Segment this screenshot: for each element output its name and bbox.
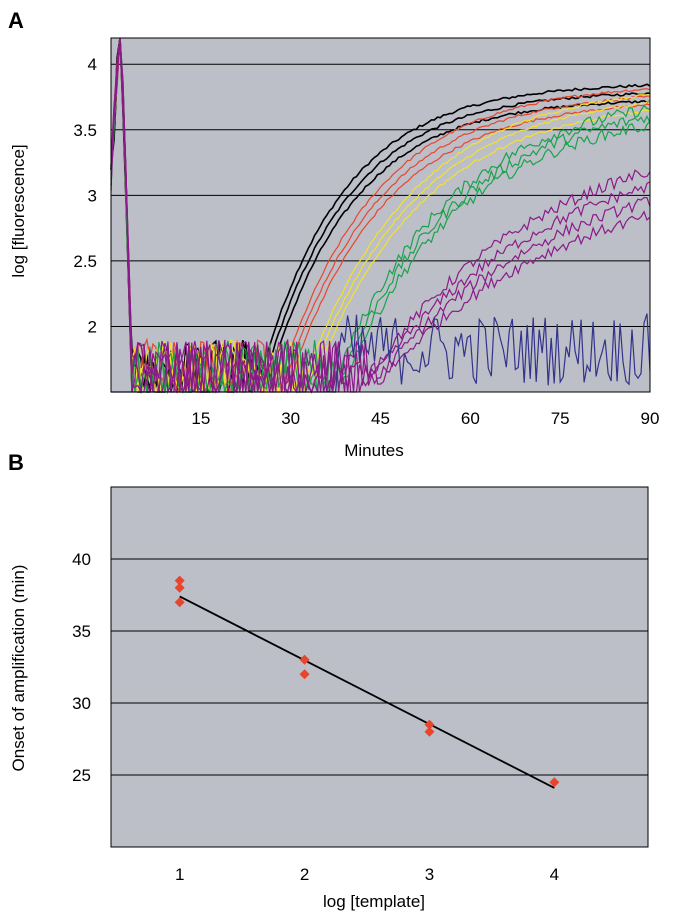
- panel-a-x-axis-title: Minutes: [344, 441, 404, 460]
- panel-b-data-point: [174, 597, 185, 608]
- panel-b-y-axis-title: Onset of amplification (min): [9, 565, 28, 772]
- panel-a-series-line: [110, 37, 651, 393]
- panel-b-data-point: [424, 726, 435, 737]
- panel-b-x-tick-label: 1: [175, 865, 184, 884]
- panel-b-y-tick-label: 40: [72, 550, 91, 569]
- panel-a-x-tick-label: 45: [371, 409, 390, 428]
- panel-a-series-line: [110, 37, 651, 395]
- panel-a-series-line: [110, 37, 651, 393]
- panel-a-letter: A: [8, 8, 24, 33]
- panel-b-y-tick-label: 30: [72, 694, 91, 713]
- panel-b-fit-line: [179, 595, 555, 789]
- panel-a-x-tick-label: 60: [461, 409, 480, 428]
- panel-a-y-tick-label: 3.5: [73, 121, 97, 140]
- panel-b-data-point: [424, 719, 435, 730]
- panel-a-y-tick-label: 3: [88, 186, 97, 205]
- panel-b-chart: B 1 2 3 4 25 30 35 40 log [template] Onset of …: [8, 450, 649, 911]
- panel-b-data-point: [174, 582, 185, 593]
- panel-a-series-line: [110, 37, 651, 394]
- panel-b-plot-border: [110, 486, 649, 848]
- panel-b-data-point: [174, 575, 185, 586]
- panel-b-x-tick-label: 2: [300, 865, 309, 884]
- panel-a-y-axis-title: log [fluorescence]: [9, 144, 28, 277]
- panel-a-plot-border: [110, 37, 651, 393]
- panel-b-data-point: [299, 669, 310, 680]
- panel-b-x-axis-title: log [template]: [323, 892, 425, 911]
- panel-a-y-tick-label: 2.5: [73, 252, 97, 271]
- panel-b-letter: B: [8, 450, 24, 475]
- panel-b-x-tick-label: 4: [550, 865, 559, 884]
- panel-b-data-point: [549, 777, 560, 788]
- panel-a-series-line: [110, 37, 651, 395]
- panel-a-x-tick-label: 90: [641, 409, 660, 428]
- panel-a-plot-area: [111, 38, 650, 392]
- panel-b-data-point: [299, 654, 310, 665]
- panel-b-y-tick-label: 25: [72, 766, 91, 785]
- panel-a-y-tick-label: 2: [88, 317, 97, 336]
- panel-a-y-tick-label: 4: [88, 55, 97, 74]
- panel-a-x-tick-label: 15: [191, 409, 210, 428]
- panel-a-series-line: [110, 37, 651, 393]
- panel-a-x-tick-label: 75: [551, 409, 570, 428]
- panel-b-x-tick-label: 3: [425, 865, 434, 884]
- panel-b-y-tick-label: 35: [72, 622, 91, 641]
- panel-a-chart: A 15 30 45 60 75 90 2 2.5 3 3.5 4 Minutes log [fl…: [8, 8, 659, 460]
- panel-a-series-line: [110, 37, 651, 393]
- panel-a-x-tick-label: 30: [281, 409, 300, 428]
- panel-b-plot-area: [111, 487, 648, 847]
